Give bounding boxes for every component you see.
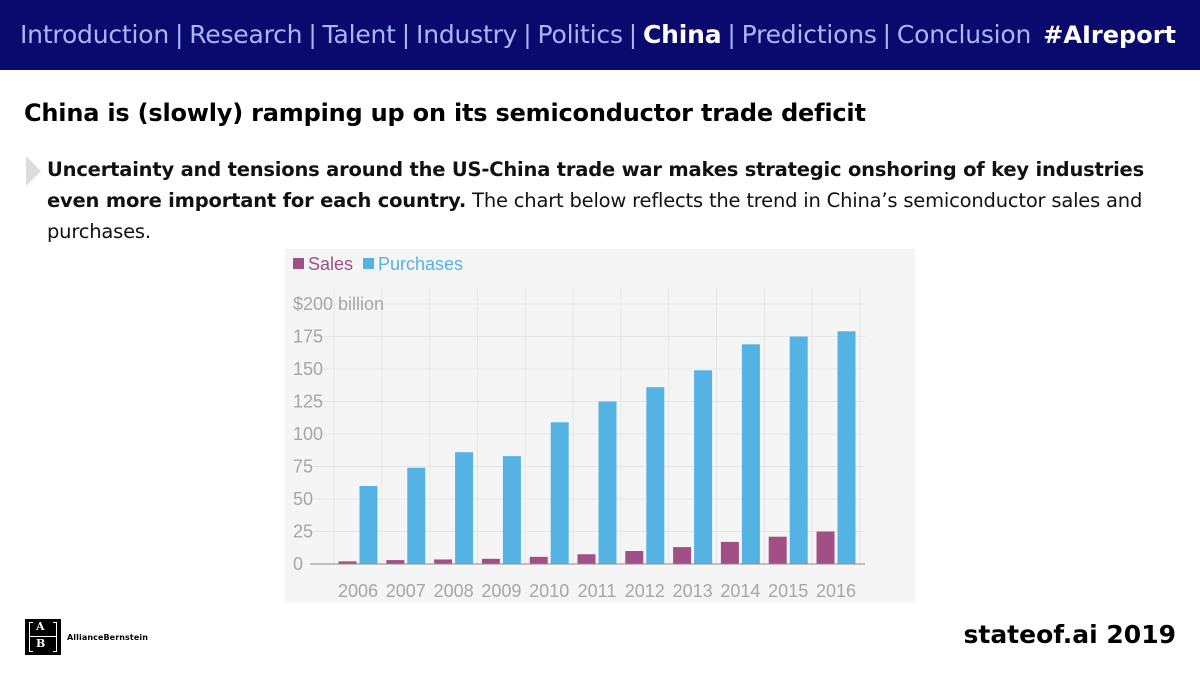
nav-item-china[interactable]: China [643,20,722,49]
bar-sales-2011 [577,554,596,564]
nav-item-talent[interactable]: Talent [322,20,396,49]
legend-label-purchases: Purchases [378,254,463,274]
chart-panel: 0 25 50 75 100 125 150 175 $200 billion 2006 2007 2… [285,249,915,602]
x-tick-label: 2007 [386,581,426,601]
x-tick-label: 2009 [481,581,521,601]
bar-purchases-2007 [407,467,426,564]
bar-purchases-2013 [694,370,713,564]
nav-separator: | [523,20,532,49]
y-tick-label: 75 [293,457,313,477]
bar-sales-2016 [816,531,835,564]
nav-item-predictions[interactable]: Predictions [741,20,877,49]
logo-name: AllianceBernstein [67,632,148,642]
legend-swatch-sales [293,258,304,269]
y-tick-label: 125 [293,392,323,412]
bar-purchases-2015 [789,336,808,564]
nav-separator: | [175,20,184,49]
bar-sales-2012 [625,551,644,564]
nav-item-conclusion[interactable]: Conclusion [896,20,1032,49]
bar-purchases-2009 [502,456,521,564]
legend-swatch-purchases [363,258,374,269]
y-tick-label: 100 [293,424,323,444]
x-tick-label: 2012 [625,581,665,601]
nav-item-industry[interactable]: Industry [416,20,518,49]
y-tick-label: 25 [293,522,313,542]
bar-sales-2014 [720,541,739,564]
x-tick-label: 2008 [434,581,474,601]
bar-sales-2006 [338,561,357,564]
x-tick-label: 2010 [529,581,569,601]
bar-sales-2013 [673,547,692,564]
logo-mark-top: A [36,620,45,633]
logo-mark: A B [25,619,61,655]
x-tick-label: 2014 [720,581,760,601]
y-tick-label: 175 [293,327,323,347]
bar-chart: 0 25 50 75 100 125 150 175 $200 billion 2006 2007 2… [293,254,865,601]
footer-brand: stateof.ai 2019 [963,620,1176,649]
top-nav-bar: Introduction | Research | Talent | Industry | Po… [0,0,1200,70]
y-tick-label: $200 billion [293,294,384,314]
y-tick-label: 0 [293,554,303,574]
bar-sales-2015 [768,536,787,564]
nav-item-introduction[interactable]: Introduction [20,20,169,49]
bar-purchases-2010 [550,422,569,564]
nav-separator: | [882,20,891,49]
bar-sales-2008 [434,559,453,564]
nav-separator: | [308,20,317,49]
legend-label-sales: Sales [308,254,353,274]
x-tick-label: 2011 [578,581,617,601]
bar-purchases-2006 [359,486,378,564]
nav-separator: | [628,20,638,49]
nav-separator: | [401,20,411,49]
bar-purchases-2014 [741,344,760,564]
alliancebernstein-logo: A B AllianceBernstein [25,619,148,655]
nav-item-research[interactable]: Research [189,20,303,49]
slide-bullet: Uncertainty and tensions around the US-C… [47,154,1177,247]
bullet-bold-text: Uncertainty and tensions around the US-C… [47,158,1144,212]
y-tick-label: 150 [293,359,323,379]
nav-separator: | [727,20,736,49]
x-tick-label: 2013 [673,581,713,601]
logo-mark-bottom: B [36,637,46,650]
x-tick-label: 2015 [768,581,808,601]
bar-purchases-2016 [837,331,856,564]
bullet-arrow-icon [26,156,41,186]
x-tick-label: 2006 [338,581,378,601]
bar-sales-2007 [386,560,405,564]
nav-item-politics[interactable]: Politics [537,20,623,49]
hashtag: #AIreport [1043,21,1176,49]
bar-purchases-2012 [646,387,665,564]
bullet-regular-text: The chart below reflects the trend in Ch… [47,189,1143,243]
bar-purchases-2011 [598,401,617,564]
bar-sales-2010 [529,556,548,564]
slide-title: China is (slowly) ramping up on its semi… [24,99,866,127]
bar-purchases-2008 [455,452,474,564]
x-tick-label: 2016 [816,581,856,601]
bar-sales-2009 [481,558,500,564]
y-tick-label: 50 [293,489,313,509]
section-nav: Introduction | Research | Talent | Industry | Po… [20,0,1031,70]
